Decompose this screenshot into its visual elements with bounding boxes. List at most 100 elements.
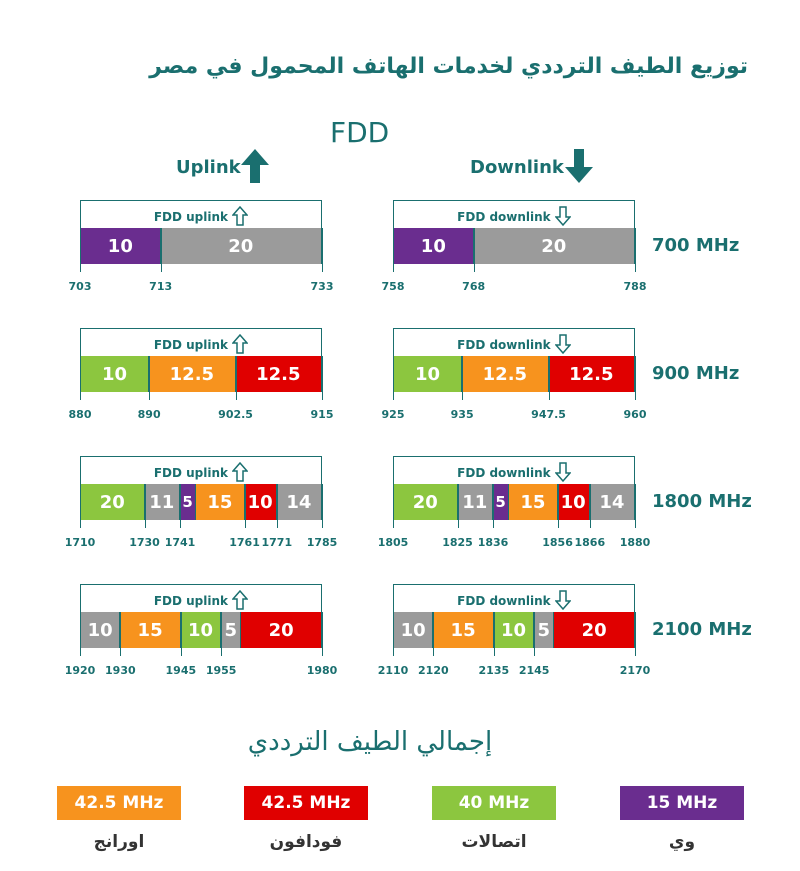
tick-line [144,484,146,528]
tick-line [393,228,394,272]
spectrum-segment: 15 [120,612,181,648]
tick-label: 2170 [619,664,651,677]
tick-label: 2110 [377,664,409,677]
page-title: توزيع الطيف الترددي لخدمات الهاتف المحمو… [149,54,748,79]
frame-label: FDD downlink [393,590,635,611]
tick-line [548,356,550,400]
band-name: 900 MHz [652,363,740,384]
spectrum-segment: 15 [433,612,494,648]
summary-value-box: 42.5 MHz [244,786,368,820]
tick-label: 788 [623,280,647,293]
frame-label-text: FDD uplink [153,594,233,608]
hollow-down-arrow-icon [554,590,572,611]
band-name: 2100 MHz [652,619,752,640]
tick-line [493,612,495,656]
spectrum-segment: 10 [393,612,434,648]
spectrum-segment: 11 [144,484,181,520]
spectrum-segment: 10 [80,612,121,648]
spectrum-segment: 5 [534,612,555,648]
frame-label: FDD uplink [80,461,322,482]
hollow-up-arrow-icon [231,205,249,226]
spectrum-segment: 5 [493,484,510,520]
frame-label-text: FDD uplink [153,466,233,480]
hollow-up-arrow-icon [231,589,249,610]
tick-line [557,484,559,528]
tick-label: 1880 [619,536,651,549]
band-frame [393,584,635,613]
spectrum-segment: 10 [557,484,590,520]
spectrum-bar: 10 15 10 5 20 [80,612,322,648]
hollow-down-arrow-icon [554,462,572,483]
band-frame [80,328,322,357]
spectrum-segment: 20 [393,484,458,520]
tick-line [180,612,182,656]
tick-label: 1836 [477,536,509,549]
tick-line [235,356,237,400]
tick-line [635,612,636,656]
tick-line [80,228,81,272]
frame-label: FDD uplink [80,333,322,354]
tick-label: 915 [310,408,334,421]
tick-label: 880 [68,408,92,421]
tick-label: 1856 [542,536,573,549]
spectrum-segment: 10 [493,612,535,648]
uplink-arrow-icon [241,149,269,183]
tick-line [244,484,246,528]
tick-label: 713 [149,280,173,293]
tick-label: 925 [381,408,405,421]
tick-label: 890 [137,408,161,421]
spectrum-bar: 10 12.5 12.5 [393,356,635,392]
uplink-panel: FDD uplink 10 12.5 12.5 880 890 902.5 915 [69,328,333,428]
spectrum-segment: 12.5 [235,356,322,392]
downlink-panel: FDD downlink 10 12.5 12.5 925 935 947.5 960 [382,328,646,428]
spectrum-segment: 20 [473,228,635,264]
frame-label: FDD uplink [80,205,322,226]
frame-label: FDD downlink [393,334,635,355]
frame-label-text: FDD downlink [457,338,555,352]
spectrum-segment: 10 [80,228,161,264]
uplink-panel: FDD uplink 10 15 10 5 20 1920 1930 1945 1955 1980 [65,584,337,684]
hollow-down-arrow-icon [554,334,572,355]
tick-line [393,356,394,400]
tick-label: 1805 [377,536,409,549]
spectrum-segment: 10 [244,484,277,520]
tick-label: 947.5 [531,408,566,421]
frame-label: FDD uplink [80,589,322,610]
tick-line [322,228,323,272]
tick-line [493,484,495,528]
spectrum-segment: 10 [393,356,463,392]
hollow-up-arrow-icon [231,461,249,482]
spectrum-segment: 5 [180,484,197,520]
spectrum-segment: 20 [241,612,322,648]
band-frame [80,584,322,613]
tick-label: 1785 [306,536,338,549]
tick-line [393,484,394,528]
tick-label: 902.5 [218,408,253,421]
summary-operator-label: وي [668,832,696,852]
tick-line [393,612,394,656]
frame-label-text: FDD uplink [153,338,233,352]
band-frame [80,200,322,229]
band-name: 1800 MHz [652,491,752,512]
tick-label: 935 [450,408,474,421]
spectrum-segment: 20 [80,484,145,520]
tick-line [534,612,536,656]
tick-line [276,484,278,528]
band-name: 700 MHz [652,235,740,256]
tick-line [433,612,435,656]
spectrum-segment: 5 [221,612,242,648]
band-frame [393,456,635,485]
tick-label: 2120 [418,664,449,677]
frame-label-text: FDD downlink [457,594,555,608]
frame-label-text: FDD uplink [153,210,233,224]
tick-label: 1710 [64,536,96,549]
downlink-panel: FDD downlink 10 20 758 768 788 [382,200,646,300]
spectrum-segment: 10 [80,356,150,392]
spectrum-segment: 20 [160,228,322,264]
tick-label: 1955 [205,664,237,677]
tick-line [160,228,162,272]
summary-operator-label: فودافون [269,832,343,852]
tick-label: 1920 [64,664,96,677]
tick-line [80,612,81,656]
band-frame [393,200,635,229]
